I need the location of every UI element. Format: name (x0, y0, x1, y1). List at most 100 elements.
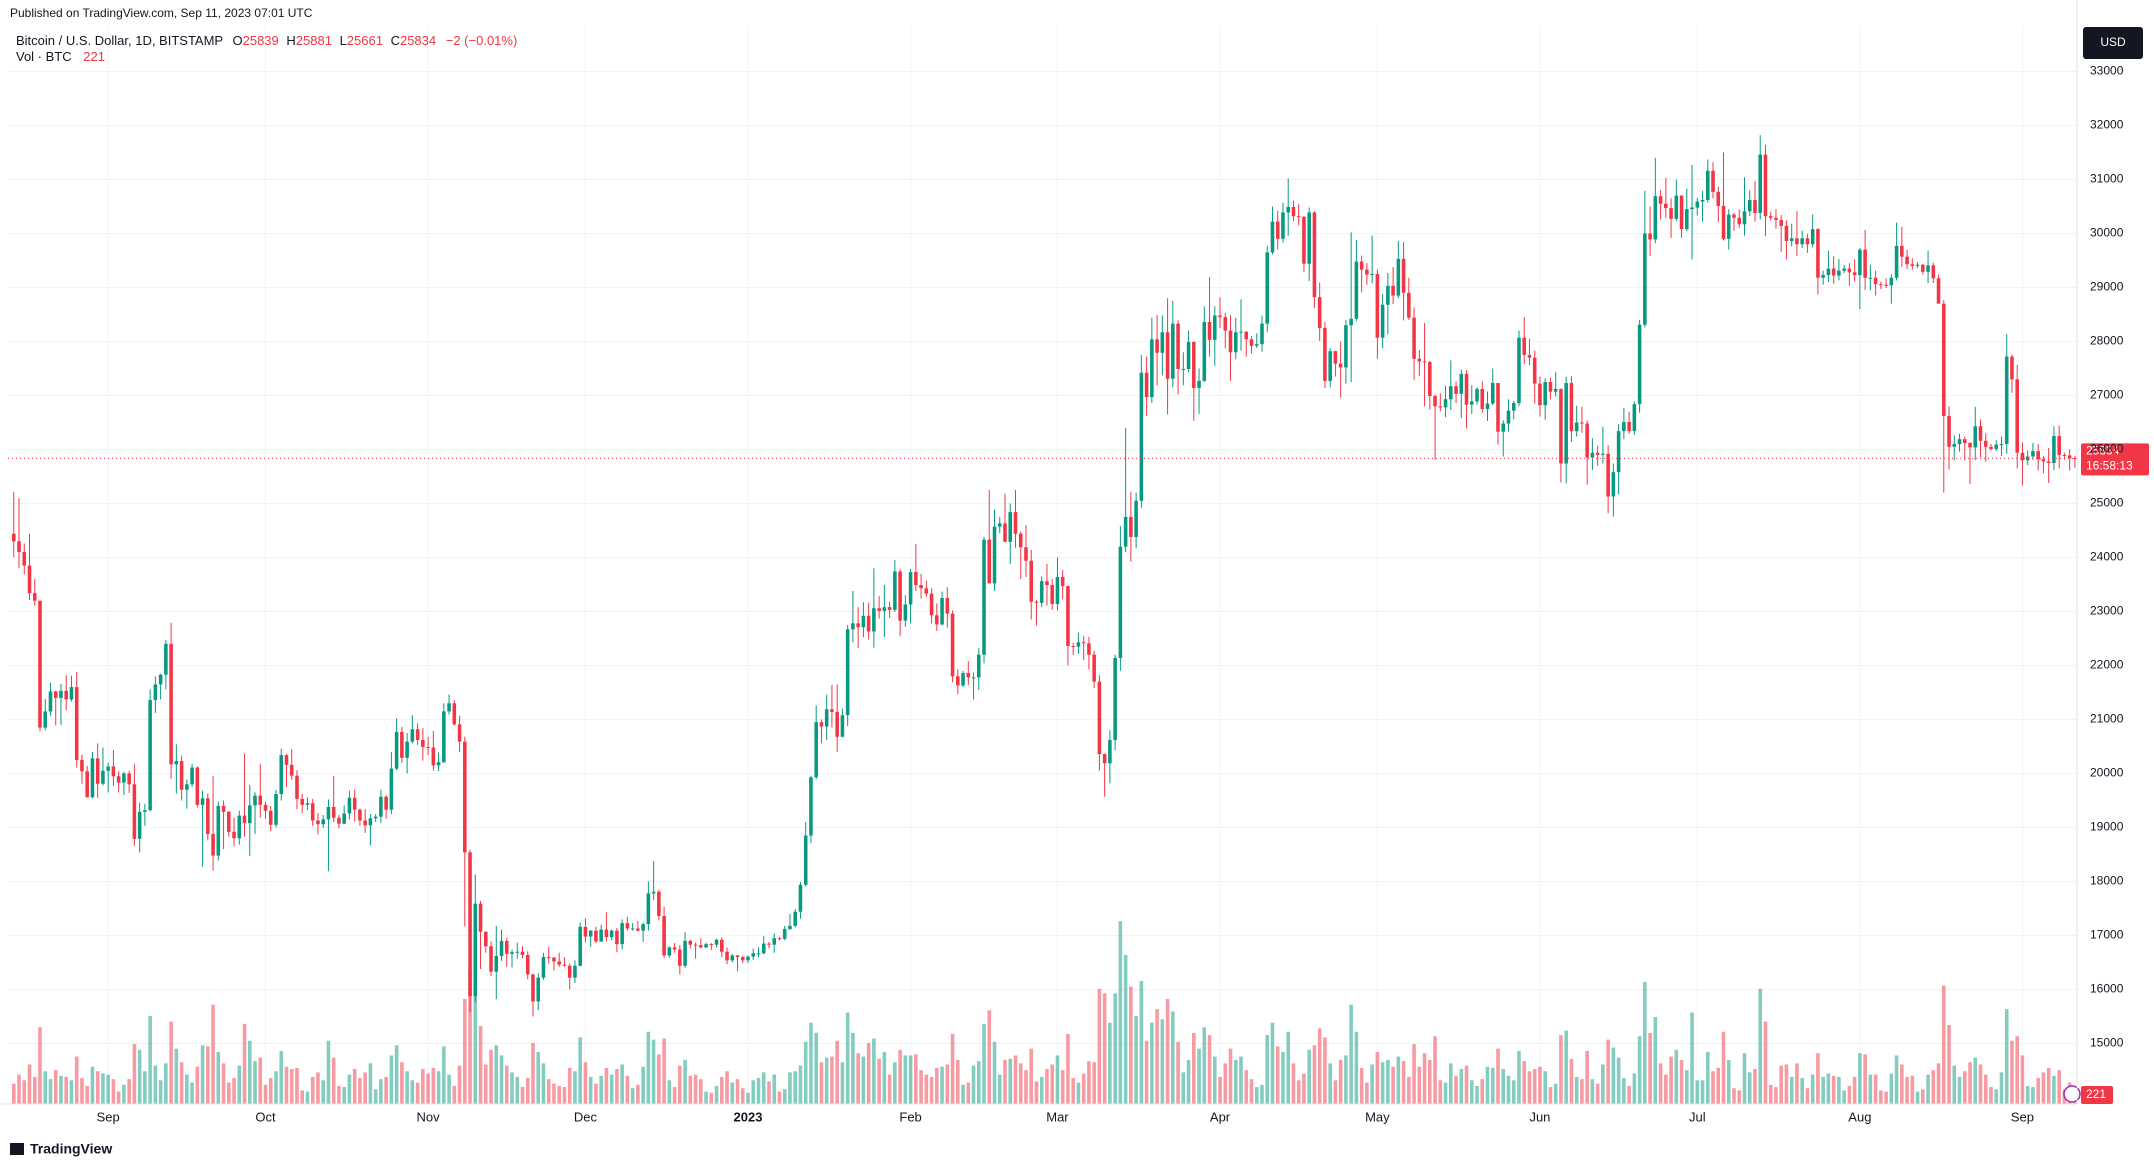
candle-body (1307, 212, 1311, 264)
candle-body (1422, 361, 1427, 363)
volume-bar (43, 1071, 48, 1104)
volume-bar (2073, 1101, 2077, 1104)
candle-body (1522, 337, 1527, 355)
candle-body (573, 965, 577, 978)
volume-bar (1800, 1078, 1804, 1104)
volume-bar (636, 1084, 640, 1104)
volume-bar (615, 1069, 619, 1104)
candle-body (1024, 547, 1028, 561)
candle-body (1066, 586, 1070, 647)
candle-body (641, 924, 645, 931)
candle-body (310, 803, 315, 821)
candle-body (368, 818, 373, 826)
candle-body (227, 811, 231, 832)
candle-body (158, 674, 163, 685)
volume-bar (489, 1049, 493, 1104)
candle-body (504, 940, 509, 954)
candle-body (803, 835, 808, 885)
currency-button[interactable] (2083, 27, 2143, 59)
volume-bar (1942, 985, 1946, 1104)
candle-body (751, 953, 756, 957)
legend-key: C (391, 33, 400, 48)
volume-bar (730, 1082, 735, 1104)
candle-body (1789, 238, 1794, 242)
volume-bar (2041, 1072, 2046, 1104)
volume-bar (552, 1083, 556, 1104)
legend-value: 25881 (296, 33, 332, 48)
candle-body (200, 798, 205, 805)
volume-bar (1837, 1076, 1841, 1104)
volume-bar (258, 1057, 263, 1104)
x-tick-label: Jun (1529, 1109, 1550, 1124)
candle-body (1323, 327, 1327, 381)
volume-bar (1821, 1076, 1825, 1104)
candle-body (494, 956, 499, 972)
candle-body (1532, 357, 1537, 384)
volume-bar (169, 1021, 173, 1104)
volume-bar (976, 1061, 981, 1104)
candle-body (247, 805, 252, 824)
volume-bar (1763, 1021, 1768, 1104)
published-note: Published on TradingView.com, Sep 11, 20… (10, 6, 313, 20)
volume-bar (961, 1084, 965, 1104)
candle-body (1165, 332, 1170, 379)
volume-bar (887, 1074, 892, 1104)
volume-bar (1648, 1032, 1652, 1104)
candle-body (1443, 399, 1448, 408)
y-tick-label: 27000 (2090, 388, 2124, 402)
currency-label[interactable]: USD (2100, 35, 2126, 49)
volume-bar (1433, 1036, 1437, 1104)
volume-bar (1469, 1080, 1474, 1104)
volume-bar (1407, 1076, 1411, 1104)
candle-body (1669, 208, 1673, 219)
volume-bar (588, 1076, 593, 1104)
legend-value: 25839 (243, 33, 279, 48)
volume-bar (1989, 1087, 1993, 1104)
candle-body (1249, 339, 1254, 346)
volume-bar (1349, 1004, 1353, 1104)
volume-bar (1328, 1063, 1332, 1104)
volume-bar (116, 1091, 121, 1104)
volume-bar (1218, 1076, 1222, 1104)
candle-body (782, 929, 787, 939)
volume-bar (321, 1080, 325, 1104)
candle-body (1055, 576, 1060, 604)
x-tick-label: Aug (1848, 1109, 1871, 1124)
candle-body (53, 691, 58, 698)
candle-body (1580, 422, 1584, 424)
volume-bar (1931, 1070, 1936, 1104)
price-badge-label: 25834 (2086, 444, 2120, 458)
volume-bar (400, 1062, 404, 1104)
candle-body (956, 676, 960, 686)
candle-body (1847, 268, 1852, 273)
candle-body (1763, 154, 1768, 217)
volume-bar (1994, 1089, 1999, 1104)
volume-legend: Vol · BTC 221 (16, 49, 105, 64)
volume-bar (295, 1067, 299, 1104)
candle-body (1915, 264, 1920, 266)
volume-bar (657, 1054, 661, 1104)
candle-body (342, 813, 346, 824)
volume-bar (1732, 1088, 1736, 1104)
candle-body (1590, 452, 1595, 458)
candle-body (326, 806, 331, 820)
candle-body (373, 816, 378, 819)
volume-bar (2046, 1067, 2051, 1104)
candle-body (1113, 657, 1117, 741)
candle-body (274, 794, 278, 825)
volume-bar (106, 1074, 110, 1104)
candle-body (798, 884, 803, 912)
candle-body (1747, 199, 1752, 212)
volume-bar (1359, 1067, 1364, 1104)
candle-body (1150, 339, 1154, 398)
x-tick-label: Jul (1689, 1109, 1706, 1124)
candle-body (2041, 459, 2046, 462)
candle-body (1275, 221, 1280, 239)
volume-bar (1113, 993, 1117, 1104)
volume-bar (90, 1066, 95, 1104)
candle-body (59, 690, 63, 698)
volume-bar (1281, 1052, 1285, 1104)
volume-bar (1380, 1062, 1385, 1104)
volume-bar (242, 1023, 247, 1104)
